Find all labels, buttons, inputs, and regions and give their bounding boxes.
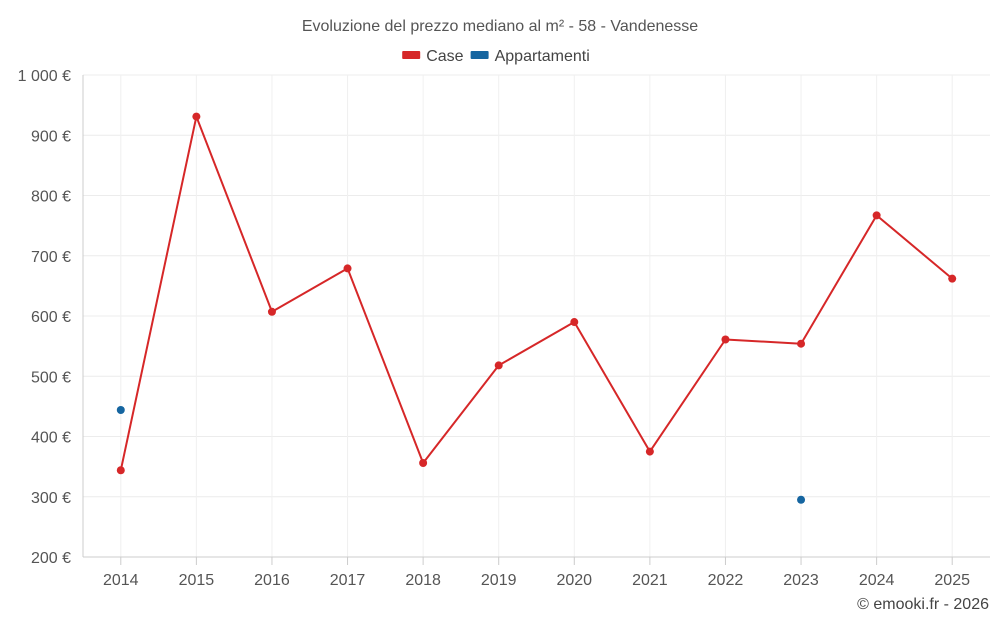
data-point[interactable] [948,274,957,283]
series-case [116,112,957,475]
x-tick-label: 2023 [783,572,819,589]
data-point[interactable] [645,447,654,456]
x-tick-label: 2024 [859,572,895,589]
x-tick-label: 2016 [254,572,290,589]
chart-title: Evoluzione del prezzo mediano al m² - 58… [302,18,698,35]
legend-item-appartamenti[interactable]: Appartamenti [470,48,590,65]
y-tick-label: 700 € [31,249,71,266]
data-point[interactable] [267,307,276,316]
y-tick-label: 1 000 € [18,68,71,85]
x-tick-label: 2020 [556,572,592,589]
legend-item-case[interactable]: Case [402,48,464,65]
y-tick-label: 200 € [31,550,71,567]
data-point[interactable] [116,405,125,414]
y-tick-label: 600 € [31,309,71,326]
series-line [119,115,953,471]
x-tick-label: 2025 [934,572,970,589]
y-tick-label: 400 € [31,430,71,447]
series-layer [116,112,957,504]
axes: 200 € 300 € 400 € 500 € 600 € 700 € 800 € 900 €… [18,68,990,589]
data-point[interactable] [494,361,503,370]
data-point[interactable] [797,339,806,348]
x-tick-label: 2021 [632,572,668,589]
y-tick-label: 500 € [31,369,71,386]
x-tick-label: 2018 [405,572,441,589]
x-tick-label: 2014 [103,572,139,589]
legend-label: Appartamenti [495,48,590,65]
legend: Case Appartamenti [402,48,590,65]
data-point[interactable] [797,495,806,504]
data-point[interactable] [872,211,881,220]
x-tick-label: 2015 [179,572,215,589]
data-point[interactable] [343,264,352,273]
x-tick-label: 2017 [330,572,366,589]
x-tick-label: 2022 [708,572,744,589]
data-point[interactable] [570,318,579,327]
y-tick-label: 300 € [31,490,71,507]
legend-label: Case [426,48,463,65]
data-point[interactable] [721,335,730,344]
y-tick-label: 800 € [31,189,71,206]
x-tick-label: 2019 [481,572,517,589]
y-tick-label: 900 € [31,128,71,145]
legend-swatch [402,51,421,59]
data-point[interactable] [419,459,428,468]
grid [83,74,990,557]
data-point[interactable] [116,466,125,475]
credit-text: © emooki.fr - 2026 [857,596,989,613]
series-appartamenti [116,405,806,504]
legend-swatch [470,51,489,59]
data-point[interactable] [192,112,201,121]
